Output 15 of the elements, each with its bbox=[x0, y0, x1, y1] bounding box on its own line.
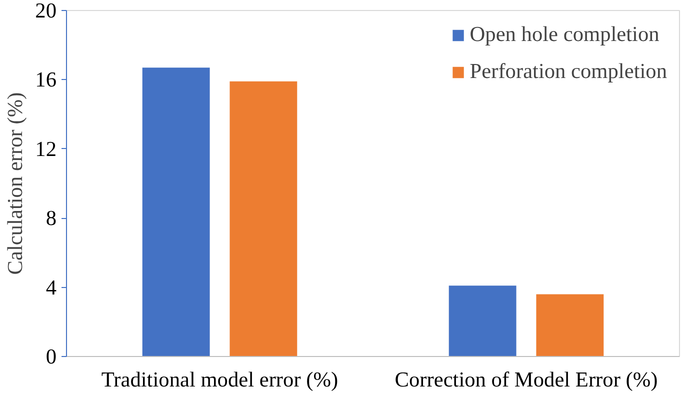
x-tick-label: Correction of Model Error (%) bbox=[394, 368, 658, 392]
legend-label: Open hole completion bbox=[470, 22, 660, 47]
y-tick-label: 12 bbox=[35, 136, 56, 161]
bar bbox=[536, 294, 604, 356]
bar bbox=[142, 68, 210, 356]
y-tick-label: 4 bbox=[46, 275, 57, 300]
y-tick-label: 0 bbox=[46, 344, 57, 368]
y-tick-label: 16 bbox=[35, 68, 57, 92]
y-axis-title: Calculation error (%) bbox=[3, 92, 28, 275]
bar bbox=[230, 81, 298, 356]
legend-label: Perforation completion bbox=[470, 59, 667, 84]
bar bbox=[448, 286, 516, 356]
y-tick-label: 20 bbox=[35, 0, 56, 22]
x-tick-label: Traditional model error (%) bbox=[101, 368, 338, 392]
y-tick-label: 8 bbox=[46, 206, 57, 230]
